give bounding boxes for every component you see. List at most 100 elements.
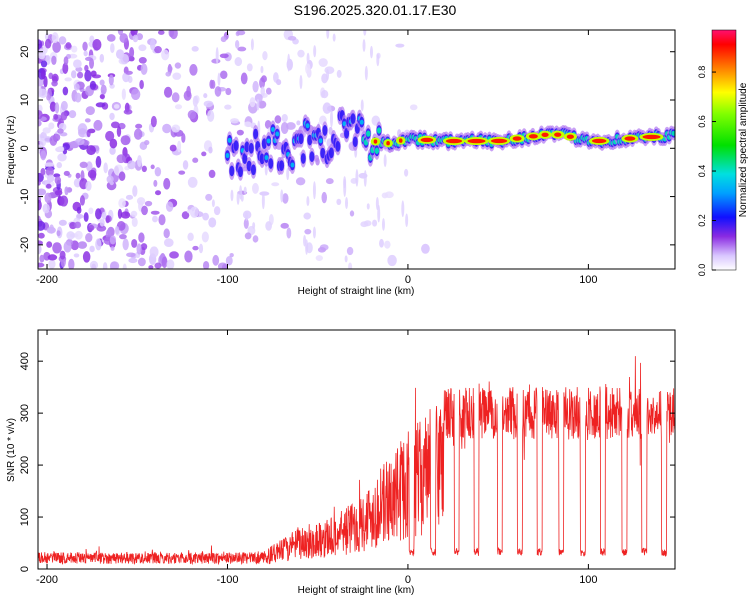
heat-blob-400 <box>123 109 133 115</box>
heat-blob-583 <box>236 30 246 36</box>
heat-blob-623 <box>375 196 379 211</box>
heat-blob-156 <box>38 240 43 246</box>
heat-blob-320 <box>75 172 81 179</box>
heat-blob-367 <box>225 87 232 96</box>
heat-blob-471 <box>62 62 69 74</box>
heat-blob-122 <box>381 192 389 199</box>
heat-blob-2 <box>103 162 108 174</box>
heat-blob-585 <box>208 146 213 154</box>
heat-blob-481 <box>192 95 199 107</box>
heat-blob-1226 <box>671 130 675 136</box>
heat-blob-424 <box>49 101 57 112</box>
heat-blob-608 <box>369 45 373 59</box>
heat-blob-647 <box>303 234 307 247</box>
heat-blob-676 <box>250 164 256 176</box>
heat-blob-593 <box>381 218 385 231</box>
heat-blob-508 <box>155 190 162 196</box>
heat-blob-595 <box>211 199 215 208</box>
heat-blob-6 <box>158 214 166 226</box>
heat-blob-349 <box>202 260 210 269</box>
heat-blob-97 <box>324 66 335 75</box>
heat-blob-768 <box>335 140 341 152</box>
heat-blob-112 <box>387 254 397 267</box>
heat-blob-674 <box>248 142 254 154</box>
heat-blob-590 <box>326 30 330 39</box>
heat-blob-333 <box>110 246 115 251</box>
heat-blob-384 <box>48 122 55 130</box>
heat-blob-352 <box>56 230 61 237</box>
heat-blob-1228 <box>373 139 378 144</box>
heat-blob-609 <box>366 203 370 210</box>
heat-blob-385 <box>46 174 55 183</box>
heat-blob-741 <box>309 151 315 163</box>
heat-blob-164 <box>84 118 91 123</box>
heat-blob-436 <box>395 43 405 48</box>
heat-blob-288 <box>52 41 61 53</box>
heat-blob-66 <box>110 43 115 54</box>
heat-blob-230 <box>166 259 175 269</box>
heat-blob-100 <box>240 72 248 85</box>
heat-blob-405 <box>54 176 62 185</box>
heat-blob-172 <box>83 50 88 57</box>
heat-blob-561 <box>132 34 139 43</box>
heat-blob-514 <box>115 226 120 235</box>
heat-blob-34 <box>132 185 138 197</box>
heat-blob-509 <box>178 170 186 175</box>
heat-blob-1252 <box>591 138 607 144</box>
heat-blob-229 <box>213 206 221 216</box>
heat-blob-278 <box>131 217 138 228</box>
chart-title: S196.2025.320.01.17.E30 <box>293 2 457 18</box>
heat-blob-271 <box>131 238 138 248</box>
heat-blob-186 <box>126 252 136 258</box>
heat-blob-1234 <box>420 137 434 143</box>
spectrogram-x-tick-label-2: 0 <box>405 274 411 286</box>
heat-blob-420 <box>95 238 102 251</box>
colorbar-gradient <box>711 29 737 271</box>
snr-series-line <box>38 356 675 566</box>
heat-blob-629 <box>239 185 243 200</box>
heat-blob-610 <box>364 65 368 81</box>
heat-blob-224 <box>149 246 159 258</box>
heat-blob-469 <box>360 221 369 228</box>
heat-blob-402 <box>243 218 249 229</box>
heat-blob-530 <box>150 115 157 128</box>
heat-blob-128 <box>404 168 409 177</box>
heat-blob-587 <box>54 102 60 114</box>
heat-blob-546 <box>42 203 50 214</box>
heat-blob-522 <box>77 241 88 249</box>
heat-blob-301 <box>139 79 144 90</box>
colorbar-tick-label-3: 0.6 <box>697 115 707 128</box>
heat-blob-692 <box>266 138 271 144</box>
heat-blob-487 <box>45 183 52 189</box>
heat-blob-203 <box>110 121 120 129</box>
heat-blob-268 <box>100 84 107 95</box>
heat-blob-754 <box>320 147 326 159</box>
heat-blob-47 <box>43 75 48 88</box>
heat-blob-179 <box>62 86 69 96</box>
spectrogram-x-axis-title: Height of straight line (km) <box>298 286 415 297</box>
heat-blob-361 <box>73 59 82 69</box>
heat-blob-359 <box>154 262 162 269</box>
heat-blob-528 <box>317 247 326 253</box>
heat-blob-51 <box>106 181 117 191</box>
heat-blob-625 <box>330 109 334 128</box>
heat-blob-506 <box>169 251 179 259</box>
heat-blob-378 <box>189 206 199 218</box>
heat-blob-507 <box>261 75 267 83</box>
heat-blob-120 <box>73 253 80 258</box>
heat-blob-158 <box>120 211 131 219</box>
heat-blob-566 <box>244 232 252 240</box>
heat-blob-419 <box>79 195 85 206</box>
heat-blob-36 <box>384 240 391 249</box>
heat-blob-10 <box>237 46 247 52</box>
heat-blob-409 <box>202 212 210 221</box>
heat-blob-576 <box>89 260 99 269</box>
heat-blob-31 <box>297 49 305 58</box>
heat-blob-99 <box>210 79 216 90</box>
heat-blob-635 <box>306 52 310 65</box>
heat-blob-330 <box>122 263 127 269</box>
heat-blob-616 <box>405 213 409 227</box>
heat-blob-601 <box>245 211 249 221</box>
